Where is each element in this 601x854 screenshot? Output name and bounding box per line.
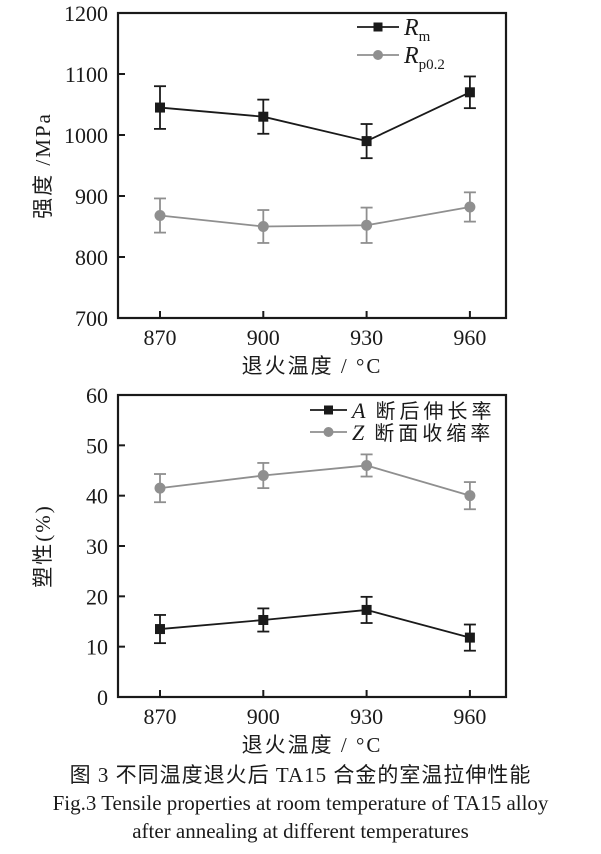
x-tick-label: 870	[144, 704, 177, 729]
y-tick-label: 800	[75, 245, 108, 270]
x-tick-label: 930	[350, 704, 383, 729]
square-marker	[464, 87, 475, 98]
circle-marker	[464, 490, 476, 502]
caption-english-line1: Fig.3 Tensile properties at room tempera…	[52, 791, 549, 815]
x-tick-label: 960	[453, 325, 486, 350]
series-line	[159, 91, 471, 143]
y-tick-label: 0	[97, 685, 108, 710]
circle-marker	[361, 219, 373, 231]
legend-circle-marker	[373, 50, 383, 60]
x-tick-label: 960	[453, 704, 486, 729]
y-tick-label: 10	[86, 635, 108, 660]
y-axis-title: 强度 /MPa	[31, 112, 55, 219]
legend-square-marker	[373, 22, 383, 32]
circle-marker	[257, 470, 269, 482]
x-tick-label: 900	[247, 704, 280, 729]
strength-chart: 700 800 900 1000 1100 1200 870 900 930 960 退火温度 / …	[31, 1, 508, 378]
legend-label: Z 断面收缩率	[352, 420, 494, 445]
square-marker	[361, 604, 372, 615]
x-tick-label: 930	[350, 325, 383, 350]
series-line	[159, 206, 471, 228]
plot-frame	[116, 11, 508, 320]
legend-square-marker	[324, 405, 333, 415]
y-axis-title: 塑性(%)	[31, 504, 55, 587]
legend-label: Rm	[403, 15, 431, 45]
y-tick-label: 60	[86, 383, 108, 408]
x-tick-label: 900	[247, 325, 280, 350]
y-tick-label: 20	[86, 584, 108, 609]
square-marker	[464, 632, 475, 643]
circle-marker	[154, 210, 166, 222]
square-marker	[361, 136, 372, 147]
circle-marker	[361, 459, 373, 471]
y-tick-label: 50	[86, 433, 108, 458]
y-tick-label: 40	[86, 484, 108, 509]
legend-label: A 断后伸长率	[350, 398, 495, 423]
circle-marker	[257, 221, 269, 232]
square-marker	[258, 614, 269, 625]
square-marker	[155, 624, 165, 635]
square-marker	[155, 102, 165, 113]
series-line	[159, 609, 471, 639]
y-tick-label: 700	[75, 306, 108, 331]
legend-label: Rp0.2	[403, 43, 445, 73]
figure-caption: 图 3 不同温度退火后 TA15 合金的室温拉伸性能 Fig.3 Tensile…	[0, 761, 601, 845]
y-tick-label: 1200	[64, 1, 108, 26]
circle-marker	[464, 201, 476, 213]
plasticity-chart: 0 10 20 30 40 50 60 870 900 930 960 退火温度 / °C 塑性(%) A…	[31, 383, 508, 757]
square-marker	[258, 111, 269, 122]
legend-circle-marker	[323, 427, 334, 437]
caption-english-line2: after annealing at different temperature…	[132, 819, 469, 843]
y-tick-label: 1000	[64, 123, 108, 148]
y-tick-label: 30	[86, 534, 108, 559]
caption-chinese: 图 3 不同温度退火后 TA15 合金的室温拉伸性能	[69, 763, 532, 787]
y-tick-label: 900	[75, 184, 108, 209]
series-line	[159, 464, 471, 497]
x-axis-title: 退火温度 / °C	[242, 354, 383, 378]
circle-marker	[154, 482, 166, 494]
x-axis-title: 退火温度 / °C	[242, 733, 383, 757]
x-tick-label: 870	[144, 325, 177, 350]
y-tick-label: 1100	[65, 62, 108, 87]
